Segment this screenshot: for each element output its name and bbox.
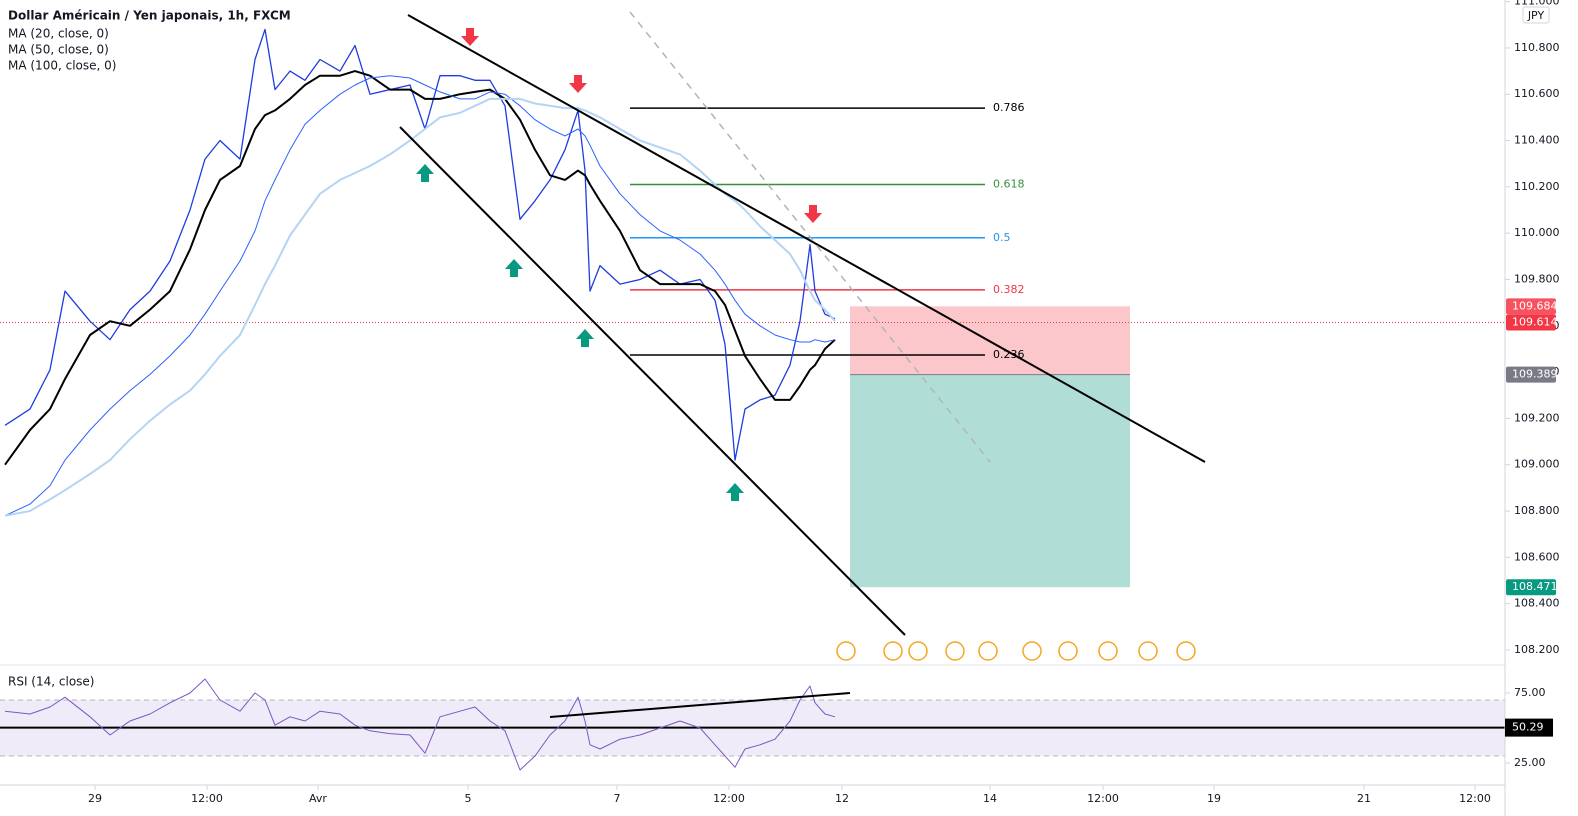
x-tick-label: 12	[835, 792, 849, 805]
x-tick-label: 12:00	[713, 792, 745, 805]
sell-arrow	[569, 75, 587, 93]
trendline	[629, 11, 991, 463]
series-line	[4, 678, 836, 771]
y-tick-label: 110.000	[1514, 226, 1560, 239]
x-tick-label: 19	[1207, 792, 1221, 805]
x-tick-label: 12:00	[1087, 792, 1119, 805]
sell-arrow	[461, 28, 479, 46]
event-icons	[836, 641, 1196, 661]
y-tick-label: 108.200	[1514, 643, 1560, 656]
x-tick-label: 12:00	[191, 792, 223, 805]
fib-label: 0.786	[993, 101, 1025, 114]
event-icon	[1176, 641, 1196, 661]
x-tick-label: 7	[614, 792, 621, 805]
drawings	[0, 0, 1506, 816]
event-icon	[978, 641, 998, 661]
y-tick-label: 111.000	[1514, 0, 1560, 8]
price-badge	[1506, 366, 1556, 383]
series-line	[4, 70, 836, 466]
price-badge	[1506, 579, 1556, 596]
fib-label: 0.236	[993, 348, 1025, 361]
x-tick-label: 14	[983, 792, 997, 805]
value-badge	[1505, 718, 1553, 737]
currency-badge	[1522, 6, 1550, 24]
price-badge-label: 109.389	[1512, 368, 1558, 381]
data-layer	[0, 28, 1505, 771]
price-badge	[1506, 314, 1556, 331]
event-icon	[1098, 641, 1118, 661]
y-tick-label: 25.00	[1514, 756, 1546, 769]
target-zone	[850, 374, 1130, 588]
buy-arrow	[505, 259, 523, 277]
price-badge-label: 109.684	[1512, 299, 1558, 312]
buy-arrow	[576, 329, 594, 347]
event-icon	[1022, 641, 1042, 661]
legend-entry: MA (20, close, 0)	[8, 27, 109, 41]
rsi-title: RSI (14, close)	[8, 675, 94, 689]
event-icon	[836, 641, 856, 661]
buy-arrow	[416, 164, 434, 182]
x-tick-label: 5	[465, 792, 472, 805]
y-tick-label: 109.800	[1514, 272, 1560, 285]
buy-arrow	[726, 483, 744, 501]
trendline	[407, 14, 1206, 463]
y-tick-label: 75.00	[1514, 686, 1546, 699]
price-badge-label: 109.614	[1512, 316, 1558, 329]
sell-arrow	[804, 205, 822, 223]
y-tick-label: 108.400	[1514, 597, 1560, 610]
chart-title: Dollar Américain / Yen japonais, 1h, FXC…	[8, 9, 291, 23]
y-tick-label: 110.800	[1514, 41, 1560, 54]
event-icon	[1138, 641, 1158, 661]
event-icon	[945, 641, 965, 661]
fib-label: 0.618	[993, 178, 1025, 191]
trendline	[399, 126, 906, 636]
y-tick-label: 109.000	[1514, 458, 1560, 471]
x-tick-label: 12:00	[1459, 792, 1491, 805]
y-tick-label: 108.800	[1514, 504, 1560, 517]
x-tick-label: 21	[1357, 792, 1371, 805]
fib-label: 0.382	[993, 283, 1025, 296]
price-badge	[1506, 298, 1556, 315]
series-line	[4, 28, 836, 461]
legend-entry: MA (100, close, 0)	[8, 59, 116, 73]
x-tick-label: Avr	[309, 792, 327, 805]
fib-label: 0.5	[993, 231, 1011, 244]
event-icon	[883, 641, 903, 661]
rsi-trendline	[549, 692, 851, 718]
y-tick-label: 110.600	[1514, 87, 1560, 100]
event-icon	[908, 641, 928, 661]
currency-label: JPY	[1527, 9, 1545, 22]
price-badge-label: 108.471	[1512, 580, 1558, 593]
y-tick-label: 110.200	[1514, 180, 1560, 193]
y-tick-label: 108.600	[1514, 550, 1560, 563]
event-icon	[1058, 641, 1078, 661]
series-line	[4, 75, 836, 517]
x-tick-label: 29	[88, 792, 102, 805]
series-line	[4, 97, 836, 517]
legend-entry: MA (50, close, 0)	[8, 43, 109, 57]
y-tick-label: 109.200	[1514, 411, 1560, 424]
background-layer	[0, 306, 1505, 757]
y-tick-label: 110.400	[1514, 134, 1560, 147]
value-badge-label: 50.29	[1512, 721, 1544, 734]
